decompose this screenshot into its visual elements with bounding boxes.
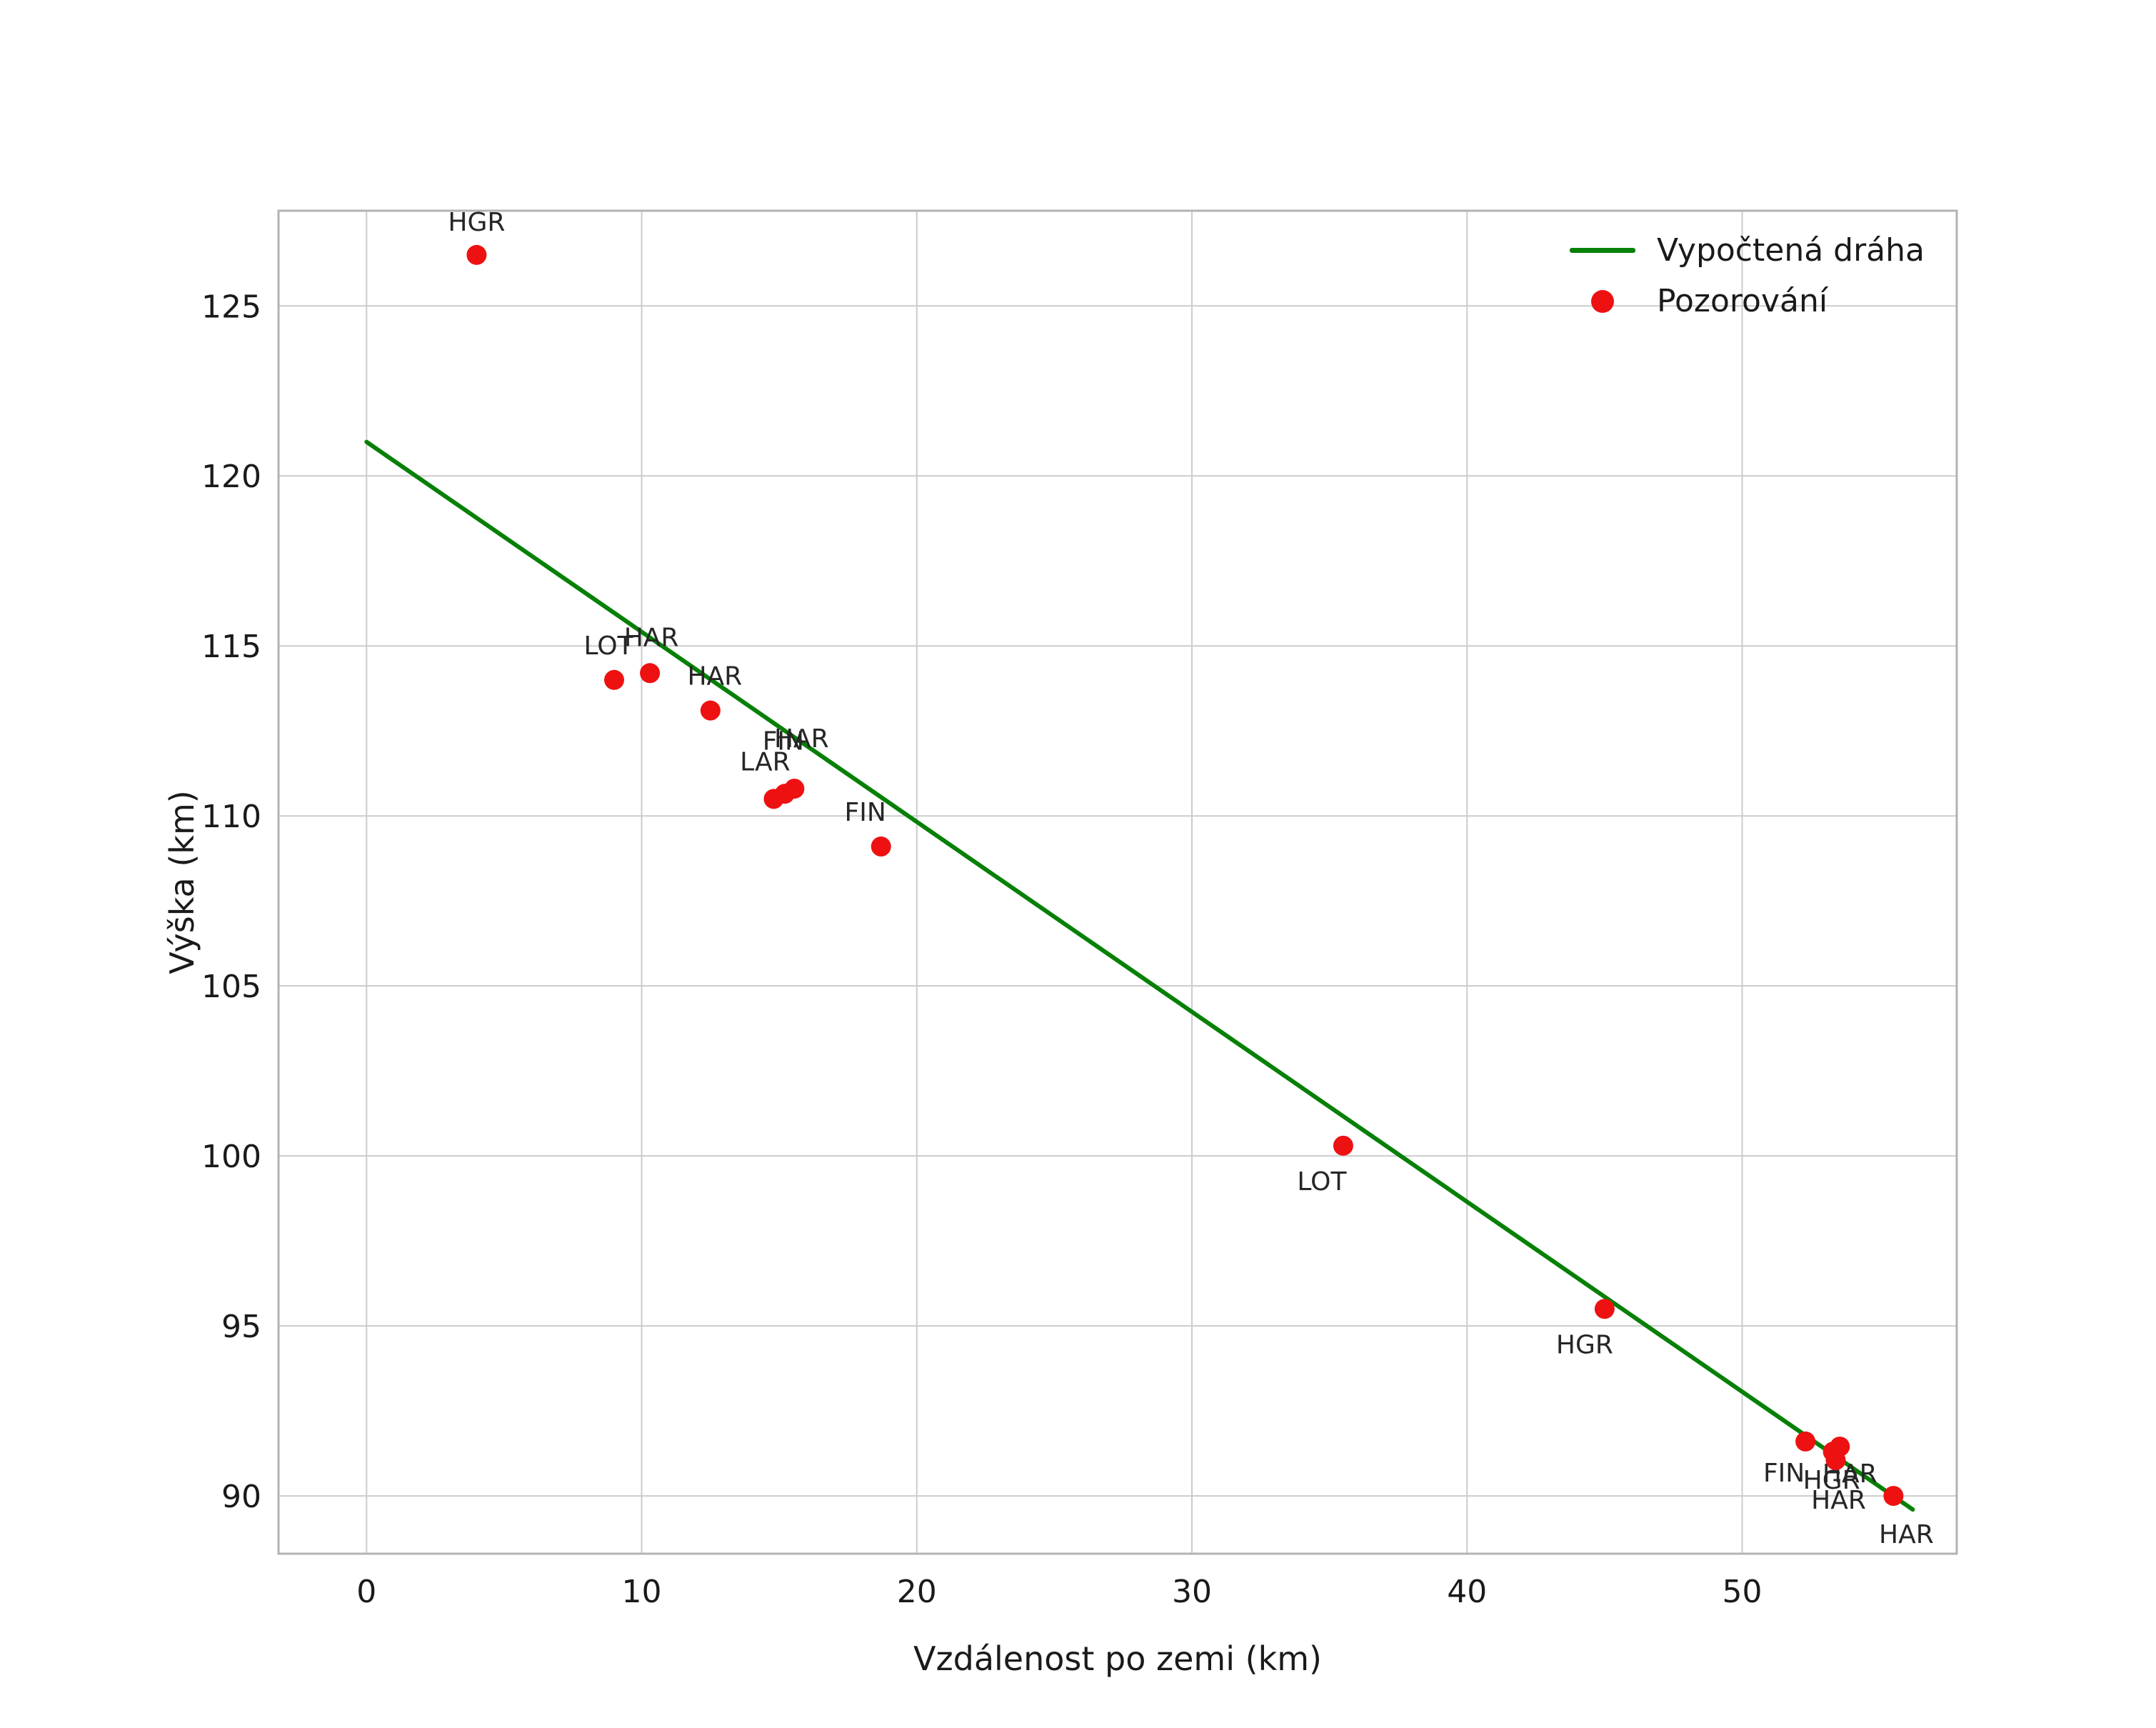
x-tick-label: 10 bbox=[622, 1574, 662, 1610]
x-tick-label: 40 bbox=[1447, 1574, 1487, 1610]
x-tick-label: 0 bbox=[356, 1574, 376, 1610]
data-point bbox=[1594, 1299, 1615, 1319]
computed-path-line bbox=[364, 439, 1915, 1512]
data-point-label: LOT bbox=[583, 631, 633, 661]
y-tick-label: 95 bbox=[221, 1309, 261, 1345]
line-swatch-icon bbox=[1570, 248, 1635, 253]
data-point bbox=[784, 779, 805, 799]
plot-border bbox=[277, 209, 1958, 1555]
y-tick-label: 105 bbox=[201, 969, 261, 1005]
data-point-label: HAR bbox=[1811, 1486, 1866, 1515]
data-point bbox=[1795, 1431, 1816, 1452]
data-point bbox=[640, 663, 661, 684]
data-point-label: FIN bbox=[763, 726, 804, 756]
data-point bbox=[604, 669, 624, 690]
legend-entry-observations: Pozorování bbox=[1570, 283, 1827, 319]
y-tick-label: 110 bbox=[201, 799, 261, 835]
data-point-label: HGR bbox=[1803, 1466, 1860, 1495]
data-point-label: LOT bbox=[1297, 1167, 1347, 1197]
legend-entry-computed-path: Vypočtená dráha bbox=[1570, 232, 1925, 269]
legend: Vypočtená dráha Pozorování bbox=[1570, 232, 1925, 319]
data-point-label: FIN bbox=[1763, 1459, 1805, 1488]
data-point-label: HAR bbox=[624, 623, 679, 652]
data-point bbox=[1883, 1486, 1904, 1507]
y-tick-label: 120 bbox=[201, 459, 261, 495]
data-point bbox=[1333, 1135, 1353, 1156]
data-point-label: LAR bbox=[740, 747, 791, 776]
y-tick-label: 125 bbox=[201, 289, 261, 325]
legend-label-computed-path: Vypočtená dráha bbox=[1657, 232, 1925, 269]
x-axis-label: Vzdálenost po zemi (km) bbox=[913, 1639, 1322, 1678]
x-tick-label: 50 bbox=[1723, 1574, 1763, 1610]
data-point bbox=[1825, 1450, 1846, 1471]
data-point-label: HAR bbox=[774, 724, 829, 754]
x-tick-label: 20 bbox=[897, 1574, 937, 1610]
legend-label-observations: Pozorování bbox=[1657, 283, 1828, 319]
y-tick-label: 90 bbox=[221, 1479, 261, 1515]
data-point-label: HAR bbox=[1879, 1520, 1934, 1549]
x-tick-label: 30 bbox=[1172, 1574, 1212, 1610]
y-tick-label: 115 bbox=[201, 629, 261, 665]
data-point-label: HAR bbox=[687, 662, 742, 691]
data-point bbox=[871, 836, 891, 857]
y-tick-label: 100 bbox=[201, 1139, 261, 1175]
data-point bbox=[700, 700, 721, 721]
y-axis-label: Výška (km) bbox=[163, 790, 201, 974]
data-point-label: HGR bbox=[448, 208, 505, 237]
data-point bbox=[466, 244, 487, 265]
data-point-label: FIN bbox=[845, 798, 886, 827]
point-swatch-icon bbox=[1591, 289, 1614, 313]
data-point-label: HGR bbox=[1556, 1330, 1613, 1359]
